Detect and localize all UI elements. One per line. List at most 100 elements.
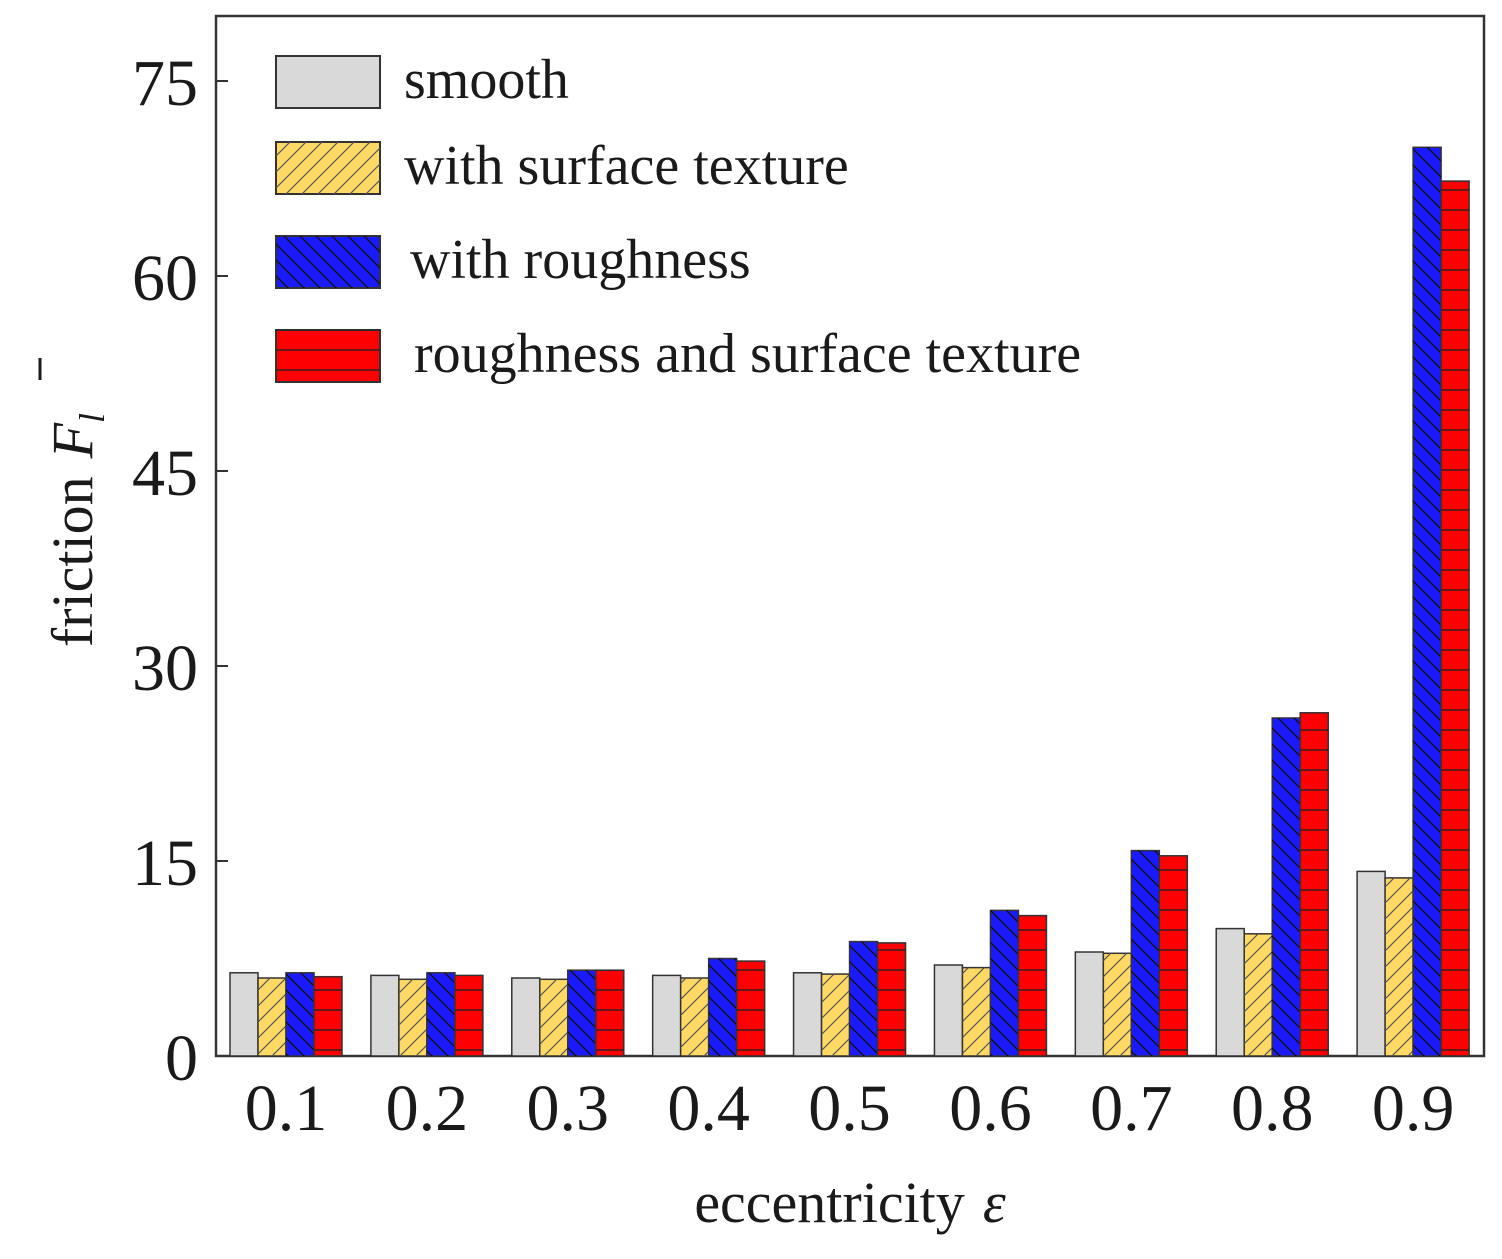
bar-smooth-0.8	[1215, 927, 1245, 1057]
bar-fill	[229, 972, 259, 1057]
bar-with-roughness-0.4	[707, 957, 738, 1057]
x-tick-label: 0.9	[1372, 1072, 1455, 1145]
bar-hatch	[736, 961, 765, 1056]
bar-hatch	[398, 979, 427, 1056]
bar-roughness-and-surface-texture-0.1	[313, 975, 343, 1057]
bar-roughness-and-surface-texture-0.6	[1017, 914, 1048, 1057]
bar-hatch	[595, 970, 624, 1056]
legend-item-with-surface-texture: with surface texture	[275, 135, 849, 197]
x-axis-symbol: ε	[983, 1170, 1006, 1235]
legend-label: smooth	[404, 49, 569, 111]
legend-label: with surface texture	[404, 135, 849, 197]
bar-fill	[370, 974, 400, 1057]
bar-roughness-and-surface-texture-0.2	[454, 974, 484, 1057]
bar-smooth-0.5	[792, 972, 823, 1057]
x-axis-title: eccentricity ε	[694, 1170, 1006, 1235]
bar-roughness-and-surface-texture-0.3	[595, 969, 625, 1057]
legend-item-roughness-and-surface-texture: roughness and surface texture	[275, 323, 1081, 385]
y-axis: 0 15 30 45 60 75	[132, 47, 228, 1095]
bar-hatch	[708, 958, 737, 1056]
bar-smooth-0.3	[511, 977, 541, 1057]
x-tick-label: 0.5	[808, 1072, 891, 1145]
bar-with-surface-texture-0.7	[1102, 952, 1133, 1057]
bar-with-surface-texture-0.1	[257, 977, 287, 1057]
bar-hatch	[1244, 933, 1273, 1056]
bars-group	[229, 146, 1470, 1057]
bar-hatch	[1103, 953, 1132, 1056]
bar-with-roughness-0.3	[567, 969, 597, 1057]
bar-hatch	[567, 970, 596, 1056]
x-tick-label: 0.1	[245, 1072, 328, 1145]
bar-hatch	[1441, 181, 1470, 1057]
bar-with-roughness-0.5	[848, 940, 879, 1057]
legend-swatch-hatch	[276, 236, 380, 288]
bar-with-roughness-0.7	[1130, 849, 1161, 1057]
x-axis: 0.1 0.2 0.3 0.4 0.5 0.6 0.7 0.8 0.9	[245, 1072, 1455, 1145]
bar-smooth-0.1	[229, 972, 259, 1057]
bar-fill	[1215, 927, 1245, 1057]
bar-with-surface-texture-0.4	[679, 977, 710, 1057]
bar-hatch	[821, 974, 850, 1056]
x-tick-label: 0.3	[527, 1072, 610, 1145]
bar-with-roughness-0.8	[1271, 717, 1301, 1057]
legend-swatch	[275, 55, 381, 109]
bar-hatch	[849, 941, 878, 1056]
legend-swatch-hatch	[276, 330, 380, 382]
bar-roughness-and-surface-texture-0.9	[1440, 180, 1470, 1057]
bar-hatch	[1413, 147, 1442, 1057]
bar-roughness-and-surface-texture-0.4	[735, 960, 766, 1057]
y-axis-title-text: friction	[40, 476, 105, 647]
bar-with-roughness-0.6	[989, 909, 1020, 1057]
bar-roughness-and-surface-texture-0.7	[1158, 855, 1189, 1057]
bar-hatch	[286, 972, 314, 1056]
x-tick-label: 0.2	[386, 1072, 469, 1145]
bar-hatch	[258, 978, 286, 1056]
bar-hatch	[1300, 712, 1329, 1056]
bar-hatch	[990, 910, 1019, 1056]
bar-fill	[651, 974, 682, 1057]
bar-hatch	[680, 978, 709, 1056]
legend-label: roughness and surface texture	[414, 323, 1081, 385]
y-tick-label: 0	[165, 1022, 198, 1095]
y-tick-label: 15	[132, 827, 198, 900]
legend: smooth with surface texture with roughness…	[275, 49, 1081, 385]
bar-with-surface-texture-0.6	[961, 966, 992, 1057]
bar-with-surface-texture-0.3	[539, 978, 569, 1057]
y-tick-label: 60	[132, 242, 198, 315]
bar-with-roughness-0.9	[1412, 146, 1442, 1057]
bar-hatch	[1018, 915, 1047, 1056]
bar-with-surface-texture-0.5	[820, 973, 851, 1057]
x-tick-label: 0.8	[1231, 1072, 1314, 1145]
bar-fill	[511, 977, 541, 1057]
y-axis-symbol: F	[40, 422, 105, 459]
bar-with-roughness-0.2	[426, 972, 456, 1057]
y-tick-label: 45	[132, 437, 198, 510]
bar-fill	[1356, 870, 1386, 1057]
bar-hatch	[454, 975, 483, 1056]
svg-text:frictionFl: friction Fl	[40, 413, 112, 647]
bar-with-surface-texture-0.2	[398, 978, 428, 1057]
bar-with-surface-texture-0.9	[1384, 877, 1414, 1057]
legend-swatch-hatch	[276, 142, 380, 194]
y-tick-label: 75	[132, 47, 198, 120]
bar-hatch	[539, 979, 568, 1056]
x-tick-label: 0.4	[667, 1072, 750, 1145]
bar-smooth-0.2	[370, 974, 400, 1057]
y-tick-label: 30	[132, 632, 198, 705]
y-axis-title: friction Fl	[38, 358, 112, 647]
bar-fill	[1074, 951, 1105, 1057]
bar-smooth-0.7	[1074, 951, 1105, 1057]
bar-smooth-0.4	[651, 974, 682, 1057]
bar-with-surface-texture-0.8	[1243, 933, 1273, 1057]
legend-item-smooth: smooth	[275, 49, 569, 111]
legend-label: with roughness	[410, 229, 751, 291]
bar-fill	[933, 964, 964, 1057]
x-tick-label: 0.6	[949, 1072, 1032, 1145]
y-axis-subscript: l	[72, 413, 112, 423]
bar-smooth-0.6	[933, 964, 964, 1057]
bar-hatch	[877, 942, 906, 1056]
bar-hatch	[1385, 877, 1414, 1056]
x-axis-title-text: eccentricity	[694, 1170, 965, 1235]
bar-smooth-0.9	[1356, 870, 1386, 1057]
